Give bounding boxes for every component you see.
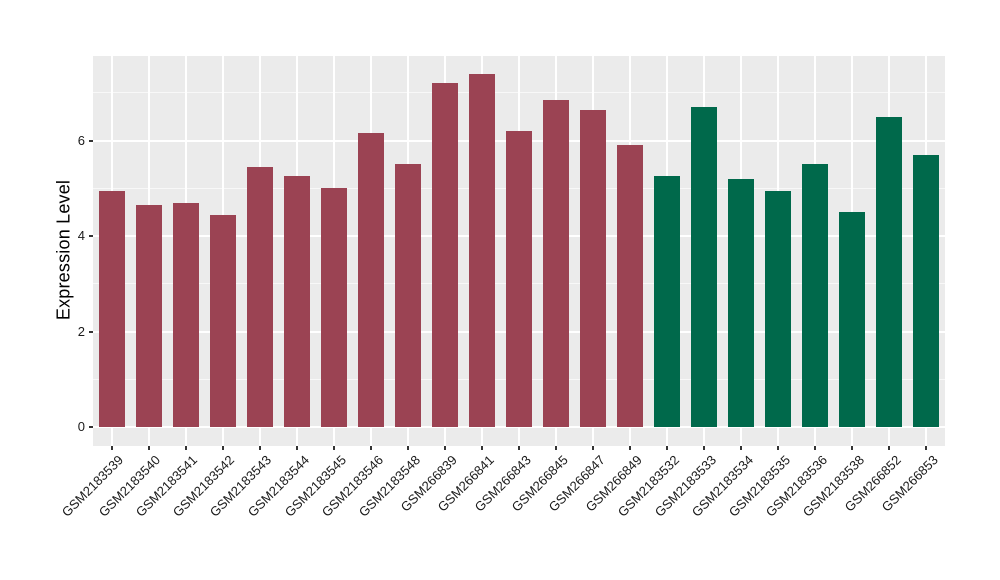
x-tick-mark	[592, 446, 595, 450]
y-tick-label: 0	[77, 419, 85, 435]
y-tick-label: 4	[77, 228, 85, 244]
bar-GSM2183544	[283, 176, 310, 428]
y-axis-title: Expression Level	[53, 179, 74, 321]
bar-GSM266852	[876, 116, 903, 428]
x-tick-mark	[406, 446, 409, 450]
bar-GSM2183538	[839, 212, 866, 428]
x-tick-mark	[443, 446, 446, 450]
bar-GSM2183534	[728, 178, 755, 428]
bar-GSM2183535	[765, 190, 792, 428]
bar-GSM266841	[468, 73, 495, 428]
x-tick-mark	[110, 446, 113, 450]
x-tick-mark	[480, 446, 483, 450]
bar-GSM2183536	[802, 164, 829, 428]
bar-GSM2183545	[320, 188, 347, 428]
bar-GSM2183532	[654, 176, 681, 428]
x-tick-mark	[888, 446, 891, 450]
x-tick-mark	[295, 446, 298, 450]
bar-GSM2183542	[209, 214, 236, 428]
bar-GSM2183539	[98, 190, 125, 428]
plot-panel	[93, 56, 945, 446]
y-tick-label: 2	[77, 323, 85, 339]
x-tick-mark	[703, 446, 706, 450]
y-tick-mark	[89, 330, 93, 333]
bar-GSM2183541	[172, 202, 199, 428]
y-tick-label: 6	[77, 132, 85, 148]
bar-GSM266839	[431, 83, 458, 428]
x-tick-label: GSM2183539	[59, 452, 127, 520]
x-tick-mark	[629, 446, 632, 450]
x-tick-mark	[555, 446, 558, 450]
y-tick-mark	[89, 139, 93, 142]
x-tick-mark	[740, 446, 743, 450]
x-tick-mark	[369, 446, 372, 450]
x-tick-mark	[184, 446, 187, 450]
x-tick-mark	[666, 446, 669, 450]
bar-GSM266845	[543, 99, 570, 428]
y-tick-mark	[89, 235, 93, 238]
x-tick-mark	[814, 446, 817, 450]
x-tick-mark	[851, 446, 854, 450]
bar-GSM2183543	[246, 166, 273, 428]
bar-GSM2183548	[394, 164, 421, 428]
x-tick-mark	[221, 446, 224, 450]
x-tick-mark	[518, 446, 520, 450]
x-tick-mark	[147, 446, 150, 450]
x-tick-mark	[332, 446, 335, 450]
bar-GSM2183533	[691, 107, 718, 428]
x-tick-mark	[925, 446, 928, 450]
bar-GSM266849	[617, 145, 644, 428]
bar-GSM266853	[913, 154, 940, 428]
x-tick-mark	[258, 446, 261, 450]
bar-GSM266847	[580, 109, 607, 428]
bar-GSM266843	[506, 131, 532, 428]
bar-GSM2183546	[357, 133, 384, 428]
y-tick-mark	[89, 426, 93, 429]
x-tick-mark	[777, 446, 780, 450]
bar-GSM2183540	[135, 205, 162, 428]
